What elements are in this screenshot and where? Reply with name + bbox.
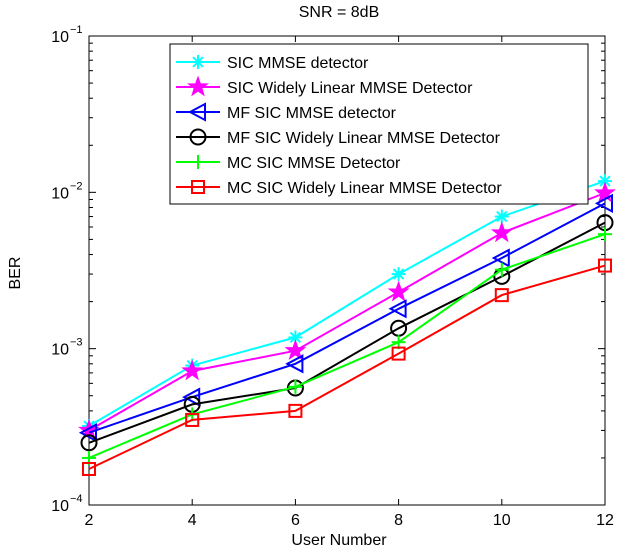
y-tick-exponent: −3 [70, 337, 83, 349]
legend-label-6: MC SIC Widely Linear MMSE Detector [227, 180, 502, 197]
series-1-point [392, 267, 406, 281]
y-tick-label: 10 [51, 29, 69, 46]
x-tick-label: 12 [596, 512, 614, 529]
x-axis-title: User Number [291, 532, 387, 549]
legend-marker-1 [191, 55, 205, 69]
y-tick-exponent: −1 [70, 24, 83, 36]
y-tick-label: 10 [51, 185, 69, 202]
x-tick-label: 2 [85, 512, 94, 529]
y-tick-exponent: −2 [70, 180, 83, 192]
series-2-point [492, 223, 511, 241]
series-line-2 [89, 193, 605, 430]
series-line-4 [89, 223, 605, 443]
series-line-1 [89, 181, 605, 426]
legend-label-5: MC SIC MMSE Detector [227, 155, 401, 172]
legend: SIC MMSE detector SIC Widely Linear MMSE … [170, 44, 588, 204]
chart-title: SNR = 8dB [299, 4, 379, 21]
series-line-6 [89, 266, 605, 469]
y-tick-label: 10 [51, 498, 69, 515]
x-tick-label: 8 [394, 512, 403, 529]
x-tick-label: 6 [291, 512, 300, 529]
legend-label-2: SIC Widely Linear MMSE Detector [227, 80, 473, 97]
legend-label-1: SIC MMSE detector [227, 55, 369, 72]
legend-label-4: MF SIC Widely Linear MMSE Detector [227, 130, 501, 147]
series-line-5 [89, 234, 605, 458]
x-tick-label: 10 [493, 512, 511, 529]
series-2-point [389, 282, 408, 300]
series-line-3 [89, 203, 605, 432]
x-tick-label: 4 [188, 512, 197, 529]
legend-label-3: MF SIC MMSE detector [227, 105, 397, 122]
y-axis-title: BER [7, 257, 24, 290]
y-tick-label: 10 [51, 342, 69, 359]
y-tick-exponent: −4 [70, 493, 83, 505]
